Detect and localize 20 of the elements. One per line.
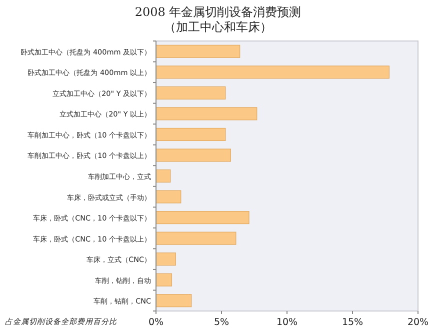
bar: [156, 273, 172, 286]
bar: [156, 294, 192, 308]
chart-subtitle: （加工中心和车床）: [164, 20, 272, 34]
bar: [156, 232, 236, 245]
x-tick-label: 15%: [342, 317, 364, 328]
x-tick-label: 5%: [214, 317, 230, 328]
x-tick-label: 0%: [148, 317, 164, 328]
x-tick-label: 20%: [407, 317, 429, 328]
x-tick-label: 10%: [276, 317, 298, 328]
bar: [156, 169, 171, 183]
chart-title: 2008 年金属切削设备消费预测: [134, 5, 302, 19]
bar: [156, 211, 250, 224]
bar: [156, 44, 240, 58]
bar: [156, 190, 182, 204]
bar: [156, 148, 231, 162]
bar: [156, 86, 226, 100]
bar: [156, 128, 226, 141]
bar: [156, 66, 390, 79]
bar: [156, 107, 258, 120]
bar: [156, 252, 176, 266]
